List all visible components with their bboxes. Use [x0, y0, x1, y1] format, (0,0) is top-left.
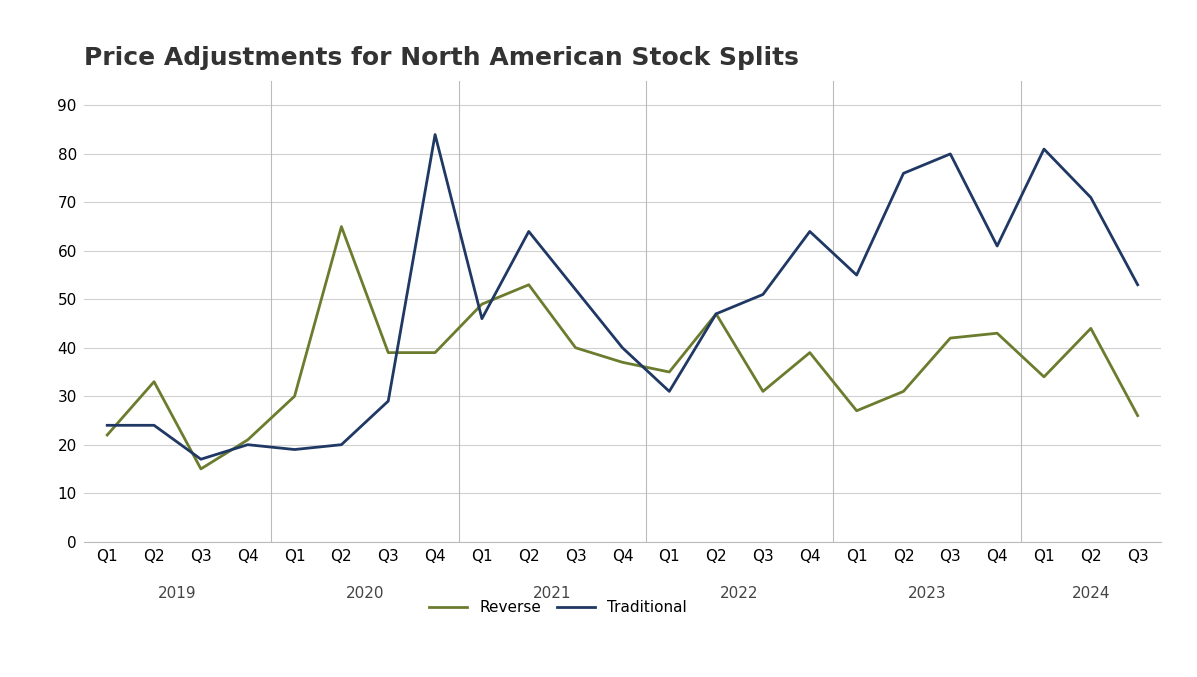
- Text: Price Adjustments for North American Stock Splits: Price Adjustments for North American Sto…: [84, 45, 798, 70]
- Text: 2024: 2024: [1071, 586, 1110, 601]
- Legend: Reverse, Traditional: Reverse, Traditional: [423, 594, 693, 621]
- Text: 2019: 2019: [158, 586, 196, 601]
- Text: 2022: 2022: [721, 586, 759, 601]
- Text: 2020: 2020: [346, 586, 384, 601]
- Text: 2021: 2021: [533, 586, 571, 601]
- Text: 2023: 2023: [907, 586, 946, 601]
